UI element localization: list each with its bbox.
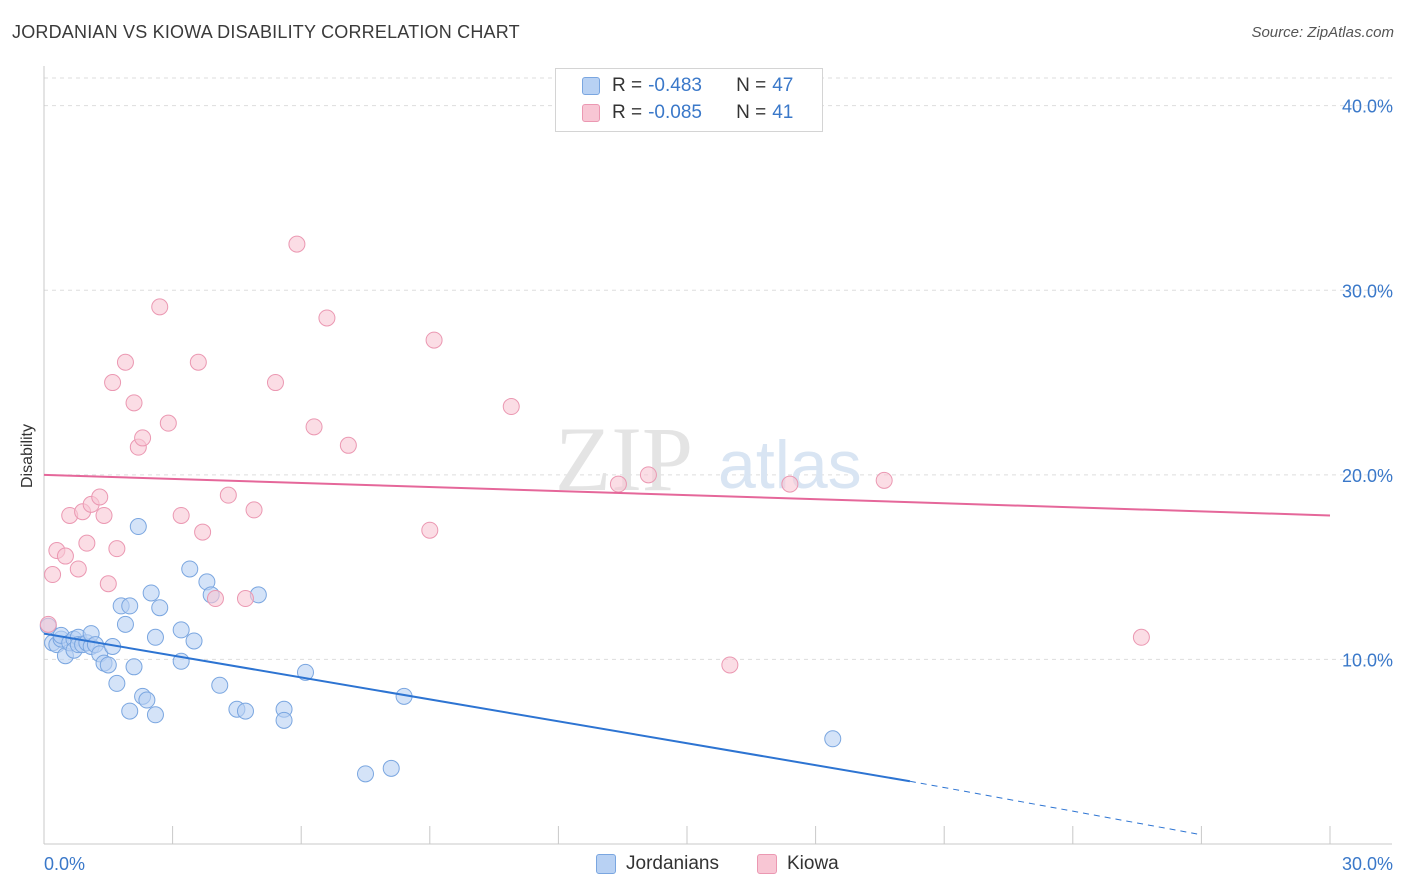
bottom-legend-swatch-pink xyxy=(757,854,777,874)
y-tick-label: 40.0% xyxy=(1342,97,1393,117)
legend-n-value: 41 xyxy=(772,102,794,123)
kiowa-point xyxy=(425,331,443,349)
kiowa-point xyxy=(639,466,657,484)
jordanian-point xyxy=(275,711,293,729)
legend-n-label: N = xyxy=(736,102,767,123)
kiowa-point xyxy=(78,534,96,552)
jordanian-point xyxy=(146,628,164,646)
jordanian-trend-line xyxy=(43,632,911,783)
bottom-legend-kiowa: Kiowa xyxy=(757,852,839,876)
bottom-legend-jordanians: Jordanians xyxy=(596,852,719,876)
legend-n-label: N = xyxy=(736,75,767,96)
kiowa-point xyxy=(721,656,739,674)
jordanian-point xyxy=(125,658,143,676)
jordanian-point xyxy=(138,691,156,709)
kiowa-point xyxy=(305,418,323,436)
kiowa-point xyxy=(781,475,799,493)
legend-row-jordanians: R = -0.483 N = 47 xyxy=(582,74,793,98)
watermark: ZIP atlas xyxy=(555,408,862,510)
tick-labels-layer: 10.0% 20.0% 30.0% 40.0% 0.0% 30.0% xyxy=(44,97,1393,874)
legend-r-label: R = xyxy=(612,102,643,123)
jordanian-point xyxy=(296,663,314,681)
jordanian-point xyxy=(142,584,160,602)
jordanian-point xyxy=(185,632,203,650)
legend-r-value: -0.085 xyxy=(648,102,702,123)
kiowa-point xyxy=(219,486,237,504)
kiowa-point xyxy=(99,575,117,593)
kiowa-point xyxy=(421,521,439,539)
kiowa-point xyxy=(194,523,212,541)
points-layer xyxy=(39,235,1150,783)
kiowa-point xyxy=(1132,628,1150,646)
jordanian-point xyxy=(236,702,254,720)
jordanian-point xyxy=(116,615,134,633)
x-tick-label: 0.0% xyxy=(44,854,85,874)
legend-r-label: R = xyxy=(612,75,643,96)
legend-r-value: -0.483 xyxy=(648,75,702,96)
jordanian-point xyxy=(121,702,139,720)
kiowa-point xyxy=(151,298,169,316)
kiowa-point xyxy=(339,436,357,454)
x-tick-label: 30.0% xyxy=(1342,854,1393,874)
kiowa-point xyxy=(172,506,190,524)
stats-legend: R = -0.483 N = 47 R = -0.085 N = 41 xyxy=(555,68,823,132)
jordanian-point xyxy=(108,674,126,692)
bottom-legend-label: Kiowa xyxy=(787,853,839,874)
jordanian-point xyxy=(129,518,147,536)
y-axis-label: Disability xyxy=(19,423,36,489)
jordanian-point xyxy=(211,676,229,694)
y-tick-label: 10.0% xyxy=(1342,650,1393,670)
kiowa-point xyxy=(116,353,134,371)
jordanian-point xyxy=(172,621,190,639)
kiowa-point xyxy=(134,429,152,447)
legend-swatch-pink xyxy=(582,104,600,122)
kiowa-point xyxy=(189,353,207,371)
y-tick-label: 30.0% xyxy=(1342,281,1393,301)
kiowa-point xyxy=(288,235,306,253)
grid-layer xyxy=(44,77,1392,660)
kiowa-point xyxy=(206,590,224,608)
kiowa-point xyxy=(159,414,177,432)
kiowa-point xyxy=(502,398,520,416)
jordanian-point xyxy=(121,597,139,615)
jordanian-point xyxy=(99,656,117,674)
kiowa-point xyxy=(609,475,627,493)
axis-layer xyxy=(43,66,1392,845)
kiowa-point xyxy=(236,590,254,608)
legend-swatch-blue xyxy=(582,77,600,95)
kiowa-point xyxy=(104,374,122,392)
jordanian-point xyxy=(181,560,199,578)
y-tick-label: 20.0% xyxy=(1342,466,1393,486)
kiowa-trend-line xyxy=(43,473,1331,517)
kiowa-point xyxy=(318,309,336,327)
bottom-legend-swatch-blue xyxy=(596,854,616,874)
kiowa-point xyxy=(69,560,87,578)
jordanian-point xyxy=(382,759,400,777)
trend-layer xyxy=(43,473,1331,836)
kiowa-point xyxy=(39,615,57,633)
kiowa-point xyxy=(56,547,74,565)
bottom-legend-label: Jordanians xyxy=(626,853,719,874)
chart-title: JORDANIAN VS KIOWA DISABILITY CORRELATIO… xyxy=(12,22,520,42)
jordanian-point xyxy=(146,706,164,724)
kiowa-point xyxy=(875,471,893,489)
jordanian-point xyxy=(824,730,842,748)
jordanian-point xyxy=(151,599,169,617)
kiowa-point xyxy=(125,394,143,412)
jordanian-point xyxy=(357,765,374,783)
source-label: Source: ZipAtlas.com xyxy=(1251,24,1394,41)
jordanian-trend-extension xyxy=(909,780,1202,836)
kiowa-point xyxy=(245,501,263,519)
kiowa-point xyxy=(108,540,126,558)
kiowa-point xyxy=(266,374,284,392)
kiowa-point xyxy=(95,506,113,524)
legend-n-value: 47 xyxy=(772,75,794,96)
kiowa-point xyxy=(44,566,62,584)
legend-row-kiowa: R = -0.085 N = 41 xyxy=(582,101,793,125)
kiowa-point xyxy=(91,488,109,506)
